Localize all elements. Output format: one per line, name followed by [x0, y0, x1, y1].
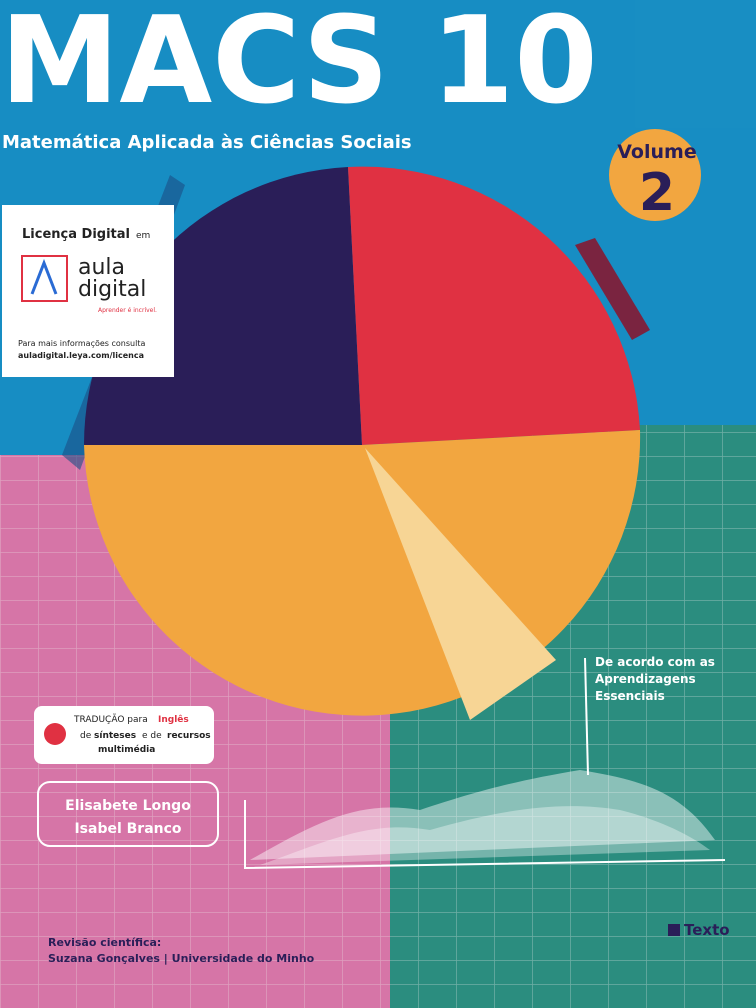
translation-language: Inglês	[158, 714, 189, 725]
license-heading: Licença Digital	[22, 227, 130, 242]
authors-box	[37, 781, 219, 847]
volume-number: 2	[639, 163, 675, 223]
pie-slice	[348, 166, 640, 445]
translation-badge	[34, 706, 214, 764]
translation-prefix: TRADUÇÃO para	[73, 714, 148, 725]
axis	[244, 800, 726, 870]
brand-logo	[21, 255, 68, 302]
license-url: auladigital.leya.com/licenca	[18, 351, 144, 360]
pie-wedge	[365, 448, 556, 720]
license-suffix: em	[136, 231, 150, 241]
translation-text: e de	[142, 731, 162, 741]
volume-badge	[609, 129, 701, 221]
translation-icon	[44, 723, 66, 745]
publisher: Texto	[684, 921, 730, 939]
brand-line2: digital	[78, 277, 146, 302]
translation-text: sínteses	[94, 731, 136, 741]
area-shape	[250, 770, 715, 860]
translation-text: multimédia	[98, 744, 155, 755]
area-shape	[260, 806, 710, 865]
publisher-logo	[668, 924, 680, 936]
title: MACS 10	[0, 0, 598, 131]
annotation: Essenciais	[595, 689, 665, 703]
translation-text: de	[80, 731, 92, 741]
shadow-arc	[575, 238, 650, 340]
annotation-line	[584, 657, 589, 776]
annotation: De acordo com as	[595, 655, 715, 669]
annotation: Aprendizagens	[595, 672, 696, 686]
license-info: Para mais informações consulta	[18, 339, 145, 348]
brand-line1: aula	[78, 255, 125, 280]
reviewer: Suzana Gonçalves | Universidade do Minho	[48, 952, 315, 965]
brand-tagline: Aprender é incrível.	[98, 307, 157, 314]
subtitle: Matemática Aplicada às Ciências Sociais	[2, 132, 412, 153]
volume-label: Volume	[617, 141, 696, 163]
review-label: Revisão científica:	[48, 936, 161, 949]
author: Isabel Branco	[74, 821, 181, 837]
license-sticker	[2, 205, 174, 377]
translation-text: recursos	[167, 731, 211, 741]
author: Elisabete Longo	[65, 798, 191, 814]
brand-logo-mark	[30, 258, 58, 295]
